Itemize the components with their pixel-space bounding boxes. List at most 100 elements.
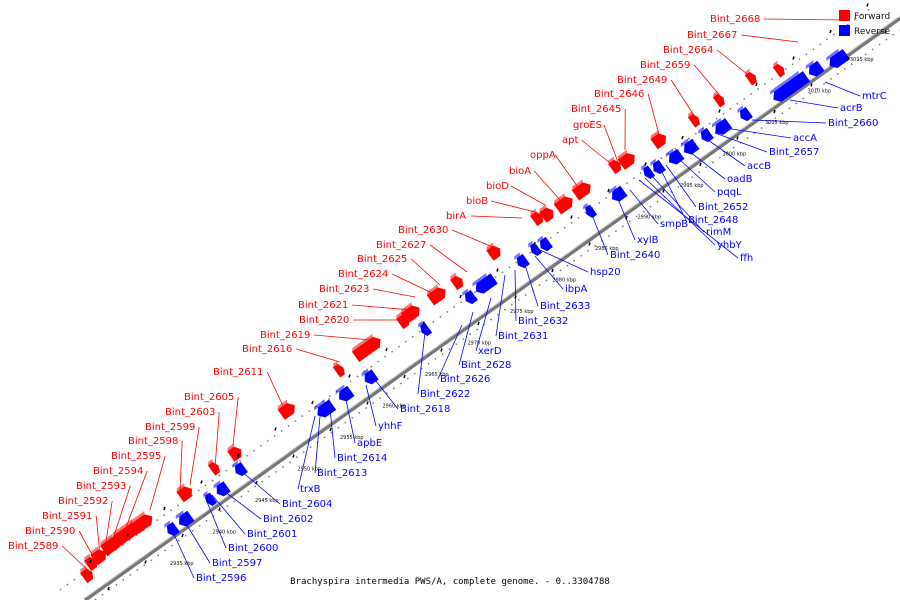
- forward-label-biod[interactable]: bioD: [486, 181, 509, 192]
- forward-label-bint-2619[interactable]: Bint_2619: [260, 330, 310, 341]
- reverse-gene-feature[interactable]: [471, 271, 498, 296]
- forward-label-bint-2599[interactable]: Bint_2599: [145, 422, 195, 433]
- reverse-label-bint-2600[interactable]: Bint_2600: [228, 543, 278, 554]
- forward-label-bint-2611[interactable]: Bint_2611: [213, 367, 263, 378]
- forward-gene-feature[interactable]: [79, 565, 96, 584]
- forward-gene-feature[interactable]: [207, 458, 222, 476]
- reverse-gene-feature[interactable]: [804, 59, 825, 79]
- reverse-label-ffh[interactable]: ffh: [740, 253, 753, 264]
- reverse-label-hsp20[interactable]: hsp20: [590, 267, 621, 278]
- reverse-label-bint-2660[interactable]: Bint_2660: [828, 118, 878, 129]
- reverse-gene-feature[interactable]: [679, 137, 700, 157]
- reverse-gene-feature[interactable]: [312, 397, 337, 420]
- reverse-gene-feature[interactable]: [334, 384, 355, 404]
- reverse-label-ibpa[interactable]: ibpA: [565, 284, 587, 295]
- reverse-gene-feature[interactable]: [582, 202, 598, 219]
- forward-gene-feature[interactable]: [552, 191, 575, 215]
- reverse-label-bint-2596[interactable]: Bint_2596: [196, 573, 246, 584]
- forward-label-bint-2664[interactable]: Bint_2664: [663, 45, 713, 56]
- reverse-label-bint-2602[interactable]: Bint_2602: [263, 514, 313, 525]
- forward-label-apt[interactable]: apt: [562, 135, 578, 146]
- reverse-gene-feature[interactable]: [174, 509, 195, 529]
- reverse-label-acrb[interactable]: acrB: [840, 103, 863, 114]
- reverse-gene-feature[interactable]: [710, 116, 733, 138]
- reverse-label-xylb[interactable]: xylB: [637, 235, 659, 246]
- forward-label-bint-2646[interactable]: Bint_2646: [594, 89, 644, 100]
- forward-gene-feature[interactable]: [485, 241, 503, 261]
- forward-gene-feature[interactable]: [226, 442, 244, 462]
- forward-label-bint-2589[interactable]: Bint_2589: [8, 541, 58, 552]
- forward-gene-feature[interactable]: [712, 90, 727, 108]
- forward-label-bint-2591[interactable]: Bint_2591: [42, 511, 92, 522]
- reverse-label-bint-2640[interactable]: Bint_2640: [610, 250, 660, 261]
- forward-label-bira[interactable]: birA: [446, 211, 466, 222]
- forward-label-bint-2623[interactable]: Bint_2623: [319, 284, 369, 295]
- reverse-label-xerd[interactable]: xerD: [478, 346, 502, 357]
- reverse-label-bint-2631[interactable]: Bint_2631: [498, 331, 548, 342]
- forward-label-bint-2598[interactable]: Bint_2598: [128, 436, 178, 447]
- forward-gene-feature[interactable]: [351, 332, 384, 362]
- forward-label-bint-2659[interactable]: Bint_2659: [640, 60, 690, 71]
- forward-label-bint-2624[interactable]: Bint_2624: [338, 269, 388, 280]
- forward-label-bint-2605[interactable]: Bint_2605: [184, 392, 234, 403]
- reverse-gene-feature[interactable]: [231, 460, 248, 478]
- forward-gene-feature[interactable]: [425, 282, 448, 306]
- reverse-label-bint-2657[interactable]: Bint_2657: [769, 147, 819, 158]
- reverse-gene-feature[interactable]: [768, 69, 811, 104]
- reverse-label-pqql[interactable]: pqqL: [717, 187, 742, 198]
- forward-label-bint-2594[interactable]: Bint_2594: [93, 466, 143, 477]
- forward-gene-feature[interactable]: [276, 398, 298, 420]
- forward-gene-feature[interactable]: [529, 208, 546, 227]
- forward-gene-feature[interactable]: [570, 177, 593, 201]
- forward-label-oppa[interactable]: oppA: [530, 150, 556, 161]
- forward-label-groes[interactable]: groES: [573, 120, 602, 131]
- forward-gene-feature[interactable]: [616, 148, 638, 170]
- reverse-label-rimm[interactable]: rimM: [706, 227, 731, 238]
- reverse-label-trxb[interactable]: trxB: [300, 484, 321, 495]
- forward-label-bint-2592[interactable]: Bint_2592: [58, 496, 108, 507]
- reverse-label-oadb[interactable]: oadB: [727, 174, 753, 185]
- reverse-gene-feature[interactable]: [360, 367, 379, 386]
- forward-label-bint-2621[interactable]: Bint_2621: [298, 300, 348, 311]
- forward-label-bint-2667[interactable]: Bint_2667: [687, 30, 737, 41]
- reverse-label-bint-2604[interactable]: Bint_2604: [282, 499, 332, 510]
- reverse-gene-feature[interactable]: [536, 235, 553, 253]
- forward-label-bint-2627[interactable]: Bint_2627: [376, 240, 426, 251]
- reverse-label-accb[interactable]: accB: [747, 161, 771, 172]
- reverse-label-apbe[interactable]: apbE: [357, 438, 382, 449]
- reverse-label-bint-2652[interactable]: Bint_2652: [698, 202, 748, 213]
- reverse-label-bint-2648[interactable]: Bint_2648: [688, 215, 738, 226]
- forward-label-bint-2645[interactable]: Bint_2645: [571, 104, 621, 115]
- reverse-gene-feature[interactable]: [513, 252, 530, 270]
- forward-label-bint-2616[interactable]: Bint_2616: [242, 344, 292, 355]
- reverse-label-bint-2614[interactable]: Bint_2614: [337, 453, 387, 464]
- reverse-label-mtrc[interactable]: mtrC: [862, 91, 887, 102]
- forward-label-bioa[interactable]: bioA: [509, 166, 531, 177]
- reverse-label-bint-2633[interactable]: Bint_2633: [540, 301, 590, 312]
- reverse-gene-feature[interactable]: [202, 490, 218, 507]
- reverse-label-bint-2632[interactable]: Bint_2632: [518, 316, 568, 327]
- forward-label-bint-2603[interactable]: Bint_2603: [165, 407, 215, 418]
- forward-gene-feature[interactable]: [89, 545, 109, 566]
- forward-label-bint-2595[interactable]: Bint_2595: [111, 451, 161, 462]
- forward-label-bint-2593[interactable]: Bint_2593: [76, 481, 126, 492]
- forward-label-biob[interactable]: bioB: [466, 196, 488, 207]
- forward-gene-feature[interactable]: [607, 156, 624, 175]
- reverse-gene-feature[interactable]: [697, 126, 714, 144]
- forward-gene-feature[interactable]: [744, 68, 759, 86]
- reverse-label-yhby[interactable]: yhbY: [717, 240, 743, 251]
- reverse-gene-feature[interactable]: [212, 479, 231, 498]
- forward-gene-feature[interactable]: [83, 553, 100, 572]
- reverse-label-acca[interactable]: accA: [793, 133, 817, 144]
- forward-gene-feature[interactable]: [332, 360, 347, 378]
- reverse-gene-feature[interactable]: [640, 163, 656, 180]
- reverse-label-bint-2622[interactable]: Bint_2622: [420, 389, 470, 400]
- reverse-gene-feature[interactable]: [527, 240, 543, 257]
- forward-label-bint-2649[interactable]: Bint_2649: [617, 75, 667, 86]
- forward-gene-feature[interactable]: [175, 482, 195, 503]
- reverse-label-bint-2601[interactable]: Bint_2601: [247, 529, 297, 540]
- forward-gene-feature[interactable]: [687, 110, 702, 128]
- forward-gene-feature[interactable]: [395, 311, 412, 330]
- forward-gene-feature[interactable]: [649, 129, 669, 150]
- forward-label-bint-2630[interactable]: Bint_2630: [398, 225, 448, 236]
